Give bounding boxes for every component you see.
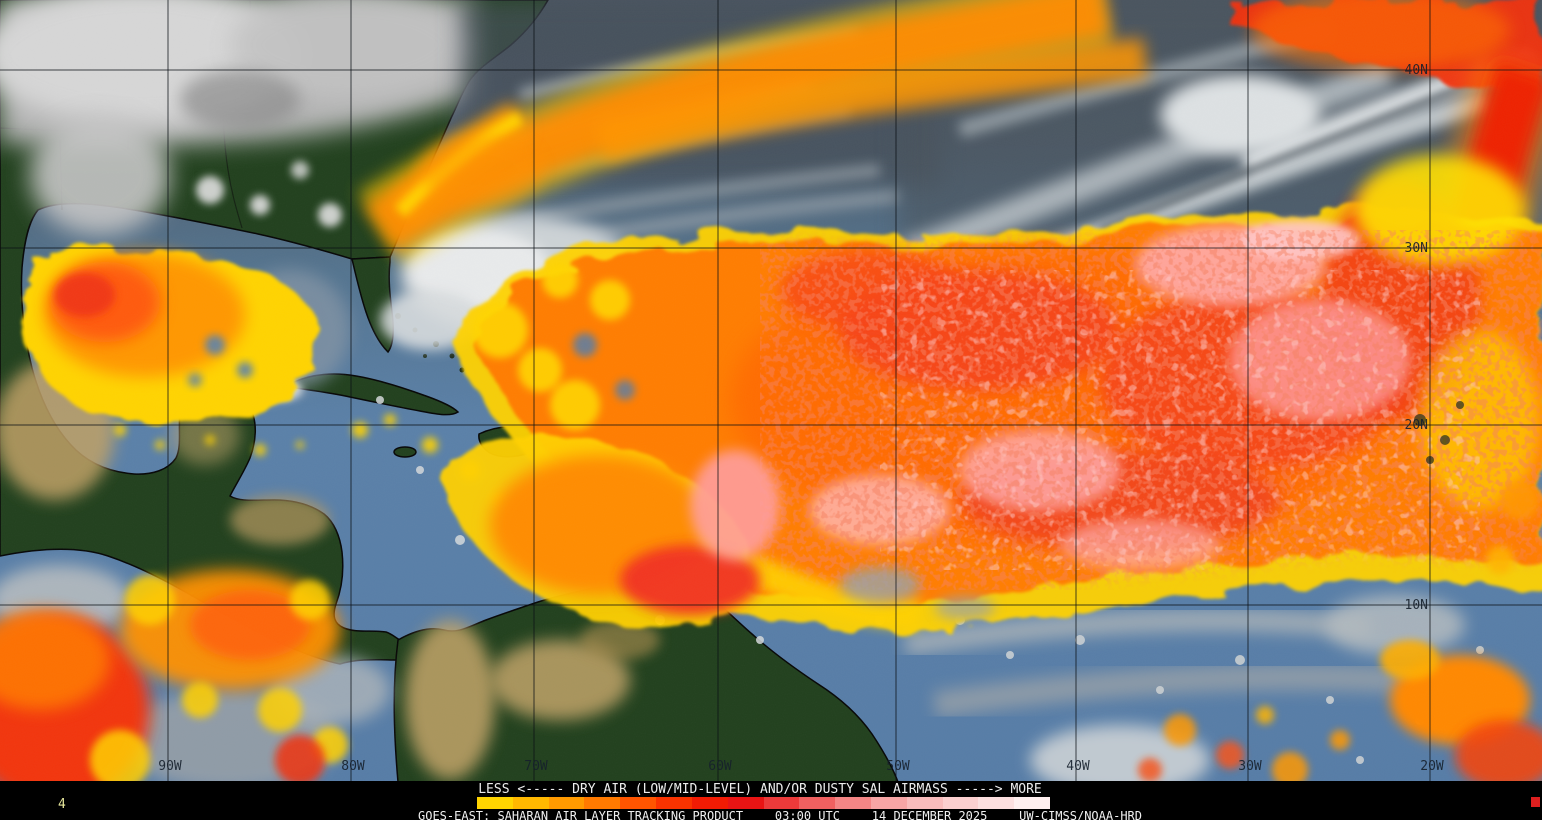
colorbar-step xyxy=(763,797,800,809)
colorbar-step xyxy=(870,797,907,809)
longitude-label: 80W xyxy=(341,759,365,774)
latitude-label: 40N xyxy=(1405,63,1428,78)
latitude-label: 20N xyxy=(1405,418,1428,433)
corner-marker xyxy=(1531,797,1540,807)
colorbar-step xyxy=(477,797,513,809)
colorbar-step xyxy=(799,797,836,809)
product-info-line: GOES-EAST: SAHARAN AIR LAYER TRACKING PR… xyxy=(418,809,1142,820)
colorbar-step xyxy=(1014,797,1050,809)
product-time: 03:00 UTC xyxy=(774,809,840,820)
grid-layer: 90W 80W 70W 60W 50W 40W 30W 20W 40N 30N 20N 10N xyxy=(0,0,1542,782)
grain-texture xyxy=(0,0,1542,782)
colorbar-step xyxy=(835,797,871,809)
longitude-label: 20W xyxy=(1420,759,1444,774)
longitude-label: 70W xyxy=(524,759,548,774)
footer-bar: LESS <----- DRY AIR (LOW/MID-LEVEL) AND/… xyxy=(0,781,1542,820)
satellite-map: 90W 80W 70W 60W 50W 40W 30W 20W 40N 30N 20N 10N xyxy=(0,0,1542,782)
colorbar-step xyxy=(978,797,1015,809)
colorbar-step xyxy=(512,797,549,809)
longitude-label: 30W xyxy=(1238,759,1262,774)
frame-number: 4 xyxy=(58,797,66,812)
latitude-label: 30N xyxy=(1405,241,1428,256)
colorbar-step xyxy=(656,797,692,809)
longitude-label: 40W xyxy=(1066,759,1090,774)
colorbar xyxy=(477,797,1050,809)
colorbar-step xyxy=(548,797,585,809)
latitude-label: 10N xyxy=(1405,598,1428,613)
longitude-label: 90W xyxy=(158,759,182,774)
longitude-label: 50W xyxy=(886,759,910,774)
product-credit: UW-CIMSS/NOAA-HRD xyxy=(1019,809,1142,820)
colorbar-step xyxy=(584,797,621,809)
legend-label: LESS <----- DRY AIR (LOW/MID-LEVEL) AND/… xyxy=(478,782,1042,797)
colorbar-step xyxy=(727,797,764,809)
product-date: 14 DECEMBER 2025 xyxy=(871,809,988,820)
colorbar-step xyxy=(691,797,728,809)
product-title: GOES-EAST: SAHARAN AIR LAYER TRACKING PR… xyxy=(418,809,744,820)
colorbar-step xyxy=(942,797,979,809)
colorbar-step xyxy=(620,797,657,809)
longitude-label: 60W xyxy=(708,759,732,774)
colorbar-step xyxy=(906,797,943,809)
